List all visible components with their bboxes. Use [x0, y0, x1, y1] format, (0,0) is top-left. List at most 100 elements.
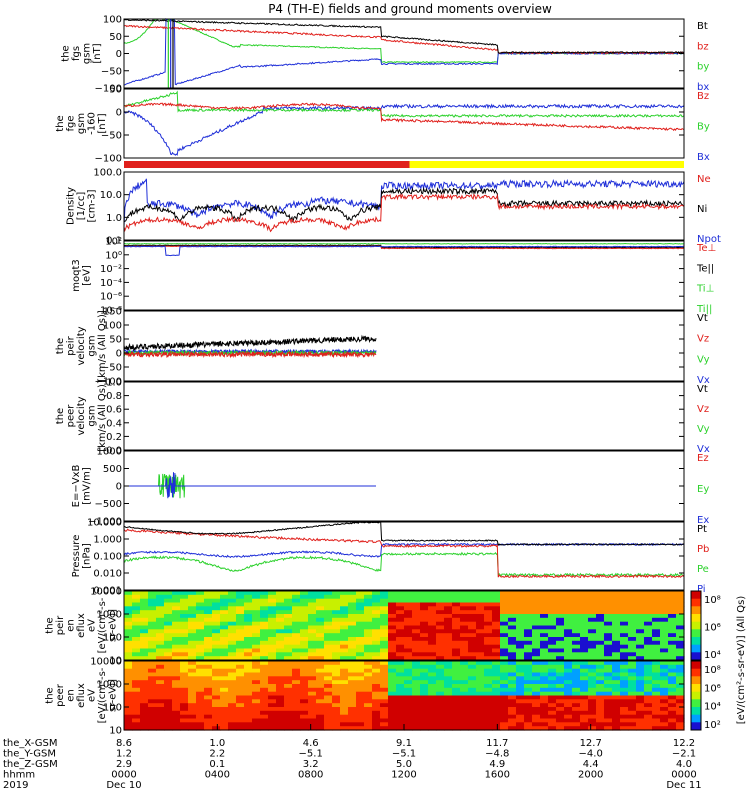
spec-cell: [148, 676, 157, 681]
spec-cell: [484, 648, 493, 653]
spec-cell: [500, 699, 509, 704]
y-tick-label: 10: [109, 656, 122, 667]
spec-cell: [148, 644, 157, 650]
spec-cell: [268, 598, 277, 604]
y-tick-label: 100.0: [93, 168, 122, 179]
spec-cell: [164, 703, 173, 708]
spec-cell: [308, 625, 317, 630]
spec-cell: [572, 707, 581, 712]
spec-cell: [420, 695, 429, 700]
spec-cell: [636, 621, 645, 627]
spec-cell: [508, 718, 517, 723]
spec-cell: [172, 676, 181, 681]
spec-cell: [348, 614, 357, 619]
spec-cell: [276, 684, 285, 689]
spec-cell: [596, 652, 605, 657]
legend-entry: by: [697, 62, 709, 73]
spec-cell: [652, 606, 661, 611]
spec-cell: [588, 672, 597, 677]
spec-cell: [300, 633, 309, 638]
spec-cell: [468, 633, 477, 638]
y-axis-label: Pressure [nPa]: [71, 535, 93, 578]
spec-cell: [380, 687, 389, 693]
spec-cell: [556, 680, 565, 685]
spec-cell: [260, 617, 269, 623]
spec-cell: [476, 691, 485, 697]
colorbar-band: [691, 684, 701, 693]
spec-cell: [276, 640, 285, 646]
spec-cell: [428, 625, 437, 630]
spec-cell: [348, 718, 357, 723]
trace-by: [123, 90, 685, 119]
spec-cell: [196, 594, 205, 600]
spec-cell: [596, 614, 605, 619]
spec-cell: [652, 676, 661, 681]
spec-cell: [348, 710, 357, 716]
spec-cell: [284, 656, 293, 661]
spec-cell: [284, 621, 293, 627]
legend-entry: bz: [697, 41, 709, 52]
spec-cell: [164, 684, 173, 689]
spec-cell: [668, 672, 677, 677]
spec-cell: [188, 676, 197, 681]
spec-cell: [620, 648, 629, 653]
spec-cell: [620, 656, 629, 661]
spec-cell: [628, 680, 637, 685]
spec-cell: [324, 614, 333, 619]
y-tick-label: 1.0: [106, 378, 122, 389]
spec-cell: [500, 718, 509, 723]
spec-cell: [364, 648, 373, 653]
spec-cell: [556, 661, 565, 666]
spec-cell: [124, 602, 133, 607]
legend-entry: Pi: [697, 584, 706, 595]
spec-cell: [604, 703, 613, 708]
spec-cell: [580, 668, 589, 674]
colorbar-frame: [690, 590, 702, 661]
spec-cell: [180, 598, 189, 604]
spec-cell: [164, 687, 173, 693]
panel-frame: [123, 590, 685, 661]
spec-cell: [532, 718, 541, 723]
spec-cell: [540, 714, 549, 720]
spec-cell: [668, 606, 677, 611]
spec-cell: [620, 661, 629, 666]
spec-cell: [300, 614, 309, 619]
spec-cell: [540, 648, 549, 653]
spec-cell: [628, 695, 637, 700]
spec-cell: [492, 648, 501, 653]
spec-cell: [372, 676, 381, 681]
spec-cell: [652, 707, 661, 712]
spec-cell: [444, 676, 453, 681]
spec-cell: [268, 672, 277, 677]
spec-cell: [196, 606, 205, 611]
spec-cell: [444, 699, 453, 704]
spec-cell: [140, 606, 149, 611]
spec-cell: [132, 591, 141, 596]
spec-cell: [476, 637, 485, 642]
spec-cell: [564, 617, 573, 623]
spec-cell: [196, 656, 205, 661]
spec-cell: [548, 714, 557, 720]
spec-cell: [596, 621, 605, 627]
spec-cell: [444, 610, 453, 615]
y-tick-label: 10⁰: [105, 250, 122, 261]
spec-cell: [604, 661, 613, 666]
spec-cell: [308, 648, 317, 653]
spec-cell: [404, 687, 413, 693]
spec-cell: [620, 664, 629, 670]
spec-cell: [668, 644, 677, 650]
spec-cell: [356, 598, 365, 604]
colorbar-tick-label: 10⁶: [704, 683, 721, 694]
spec-cell: [404, 625, 413, 630]
footer-value: 2000: [578, 770, 603, 781]
spec-cell: [564, 707, 573, 712]
spec-cell: [188, 598, 197, 604]
spec-cell: [604, 718, 613, 723]
spec-cell: [220, 602, 229, 607]
spec-cell: [532, 691, 541, 697]
spec-cell: [380, 699, 389, 704]
spec-cell: [284, 680, 293, 685]
spec-cell: [524, 684, 533, 689]
spec-cell: [196, 648, 205, 653]
